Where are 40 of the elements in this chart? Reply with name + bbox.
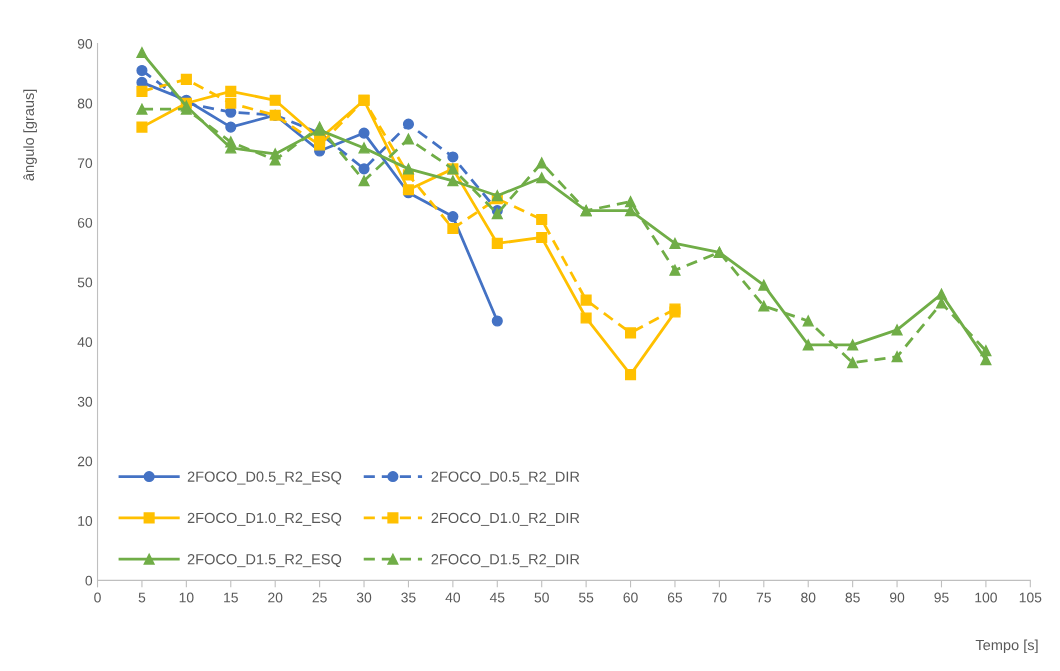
x-tick-label: 50 [534, 592, 549, 603]
x-tick-label: 85 [845, 592, 860, 603]
x-tick-label: 100 [975, 592, 997, 603]
x-tick-label: 65 [667, 592, 683, 603]
x-tick-label: 105 [1019, 592, 1042, 603]
x-tick-label: 80 [801, 592, 816, 603]
y-tick-label: 30 [77, 396, 93, 407]
y-tick-label: 10 [78, 516, 93, 526]
legend-label: 2FOCO_D1.5_R2_ESQ [187, 554, 342, 568]
legend-label: 2FOCO_D1.0_R2_ESQ [187, 512, 342, 526]
x-tick-label: 0 [94, 592, 101, 603]
legend-label: 2FOCO_D1.5_R2_DIR [431, 554, 580, 568]
x-tick-label: 35 [401, 592, 416, 603]
x-tick-label: 15 [224, 592, 238, 603]
y-axis-title: ângulo [graus] [23, 89, 37, 181]
legend-label: 2FOCO_D0.5_R2_ESQ [187, 471, 342, 485]
x-tick-label: 55 [578, 592, 594, 603]
y-tick-label: 70 [77, 158, 93, 169]
x-tick-label: 70 [712, 592, 727, 603]
x-tick-label: 45 [489, 592, 505, 603]
x-tick-label: 30 [356, 592, 372, 603]
legend-label: 2FOCO_D1.0_R2_DIR [431, 512, 580, 526]
x-axis-title: Tempo [s] [975, 639, 1038, 654]
legend-label: 2FOCO_D0.5_R2_DIR [431, 471, 580, 485]
y-tick-label: 50 [77, 277, 93, 288]
x-tick-label: 5 [138, 592, 146, 603]
x-tick-label: 75 [756, 592, 771, 603]
y-tick-label: 90 [77, 38, 93, 49]
y-tick-label: 0 [85, 575, 93, 586]
y-tick-label: 40 [77, 337, 93, 348]
x-tick-label: 10 [179, 592, 194, 603]
x-tick-label: 20 [268, 592, 283, 603]
y-tick-label: 80 [77, 98, 93, 109]
y-tick-label: 20 [77, 456, 93, 467]
x-tick-label: 95 [934, 592, 949, 603]
x-tick-label: 40 [445, 592, 461, 603]
x-tick-label: 90 [889, 592, 905, 603]
x-tick-label: 25 [312, 592, 327, 603]
x-tick-label: 60 [623, 592, 638, 603]
y-tick-label: 60 [77, 217, 93, 228]
